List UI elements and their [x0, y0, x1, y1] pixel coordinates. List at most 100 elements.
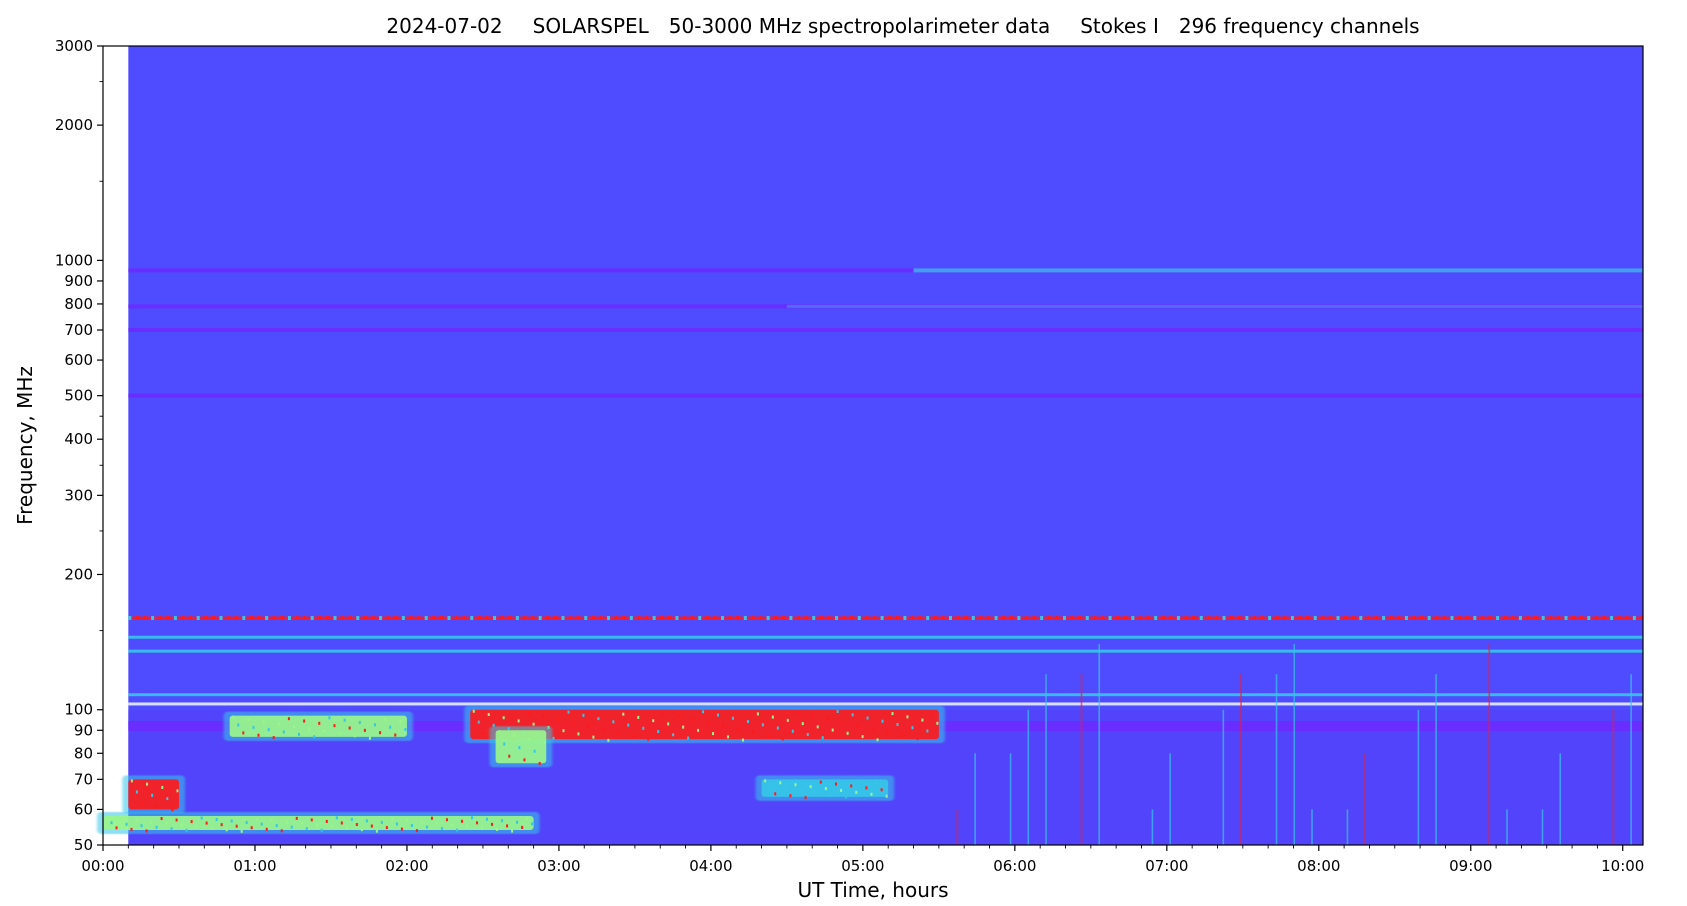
vertical-spike	[1612, 709, 1615, 845]
burst-speckle	[270, 818, 273, 822]
interference-dash	[363, 616, 367, 621]
burst-speckle	[255, 817, 258, 821]
burst-speckle	[135, 790, 138, 794]
burst-speckle	[771, 715, 774, 719]
burst-speckle	[155, 825, 158, 829]
y-tick-label: 3000	[55, 37, 93, 55]
interference-dash	[379, 616, 383, 621]
burst-speckle	[325, 819, 328, 823]
burst-speckle	[543, 741, 546, 745]
interference-dash	[561, 616, 565, 621]
burst-feature	[464, 705, 945, 744]
interference-dash	[1503, 616, 1507, 621]
burst-speckle	[232, 715, 235, 719]
interference-dash	[386, 616, 390, 621]
vertical-spike	[1541, 809, 1544, 845]
burst-speckle	[295, 816, 298, 820]
interference-line	[128, 649, 1643, 653]
interference-dash	[865, 616, 869, 621]
x-tick-label: 07:00	[1145, 857, 1188, 875]
burst-speckle	[642, 726, 645, 730]
burst-speckle	[627, 723, 630, 727]
burst-speckle	[345, 826, 348, 830]
burst-speckle	[672, 733, 675, 737]
burst-feature	[223, 711, 413, 741]
y-tick-label: 800	[64, 295, 93, 313]
burst-speckle	[521, 825, 524, 829]
burst-speckle	[736, 727, 739, 731]
interference-line	[128, 268, 1643, 273]
interference-dash	[1480, 616, 1484, 621]
burst-speckle	[865, 786, 868, 790]
burst-speckle	[702, 710, 705, 714]
burst-speckle	[501, 819, 504, 823]
burst-speckle	[130, 779, 133, 783]
interference-dash	[1123, 616, 1127, 621]
burst-speckle	[303, 719, 306, 723]
interference-dash	[1336, 616, 1340, 621]
interference-dash	[569, 616, 573, 621]
interference-dash	[1306, 616, 1310, 621]
interference-dash	[531, 616, 535, 621]
burst-speckle	[171, 808, 174, 812]
burst-speckle	[774, 792, 777, 796]
burst-speckle	[105, 816, 108, 820]
interference-dash	[1344, 616, 1348, 621]
burst-speckle	[781, 737, 784, 741]
burst-speckle	[277, 722, 280, 726]
interference-dash	[683, 616, 687, 621]
interference-dash	[880, 616, 884, 621]
x-tick-label: 09:00	[1449, 857, 1492, 875]
burst-feature	[489, 726, 553, 768]
y-tick-label: 600	[64, 351, 93, 369]
burst-speckle	[165, 822, 168, 826]
interference-dash	[1032, 616, 1036, 621]
interference-dash	[1214, 616, 1218, 621]
burst-speckle	[801, 722, 804, 726]
interference-dash	[1366, 616, 1370, 621]
burst-speckle	[280, 829, 283, 833]
burst-speckle	[335, 816, 338, 820]
interference-dash	[1047, 616, 1051, 621]
burst-speckle	[926, 729, 929, 733]
interference-dash	[401, 616, 405, 621]
burst-speckle	[125, 822, 128, 826]
interference-dash	[546, 616, 550, 621]
interference-dash	[485, 616, 489, 621]
burst-speckle	[328, 716, 331, 720]
burst-speckle	[435, 821, 438, 825]
burst-speckle	[796, 711, 799, 715]
burst-speckle	[471, 816, 474, 820]
burst-speckle	[786, 718, 789, 722]
burst-speckle	[523, 758, 526, 762]
interference-line	[128, 304, 1643, 309]
burst-core	[103, 816, 534, 830]
interference-dash	[1245, 616, 1249, 621]
interference-dash	[1017, 616, 1021, 621]
burst-speckle	[518, 746, 521, 750]
burst-speckle	[533, 749, 536, 753]
interference-dash	[371, 616, 375, 621]
interference-dash	[1397, 616, 1401, 621]
interference-dash	[1070, 616, 1074, 621]
interference-dash	[591, 616, 595, 621]
interference-dash	[432, 616, 436, 621]
burst-speckle	[355, 823, 358, 827]
interference-dash	[455, 616, 459, 621]
burst-speckle	[602, 727, 605, 731]
interference-dash	[1511, 616, 1515, 621]
burst-speckle	[389, 725, 392, 729]
burst-speckle	[160, 817, 163, 821]
interference-dash	[933, 616, 937, 621]
burst-speckle	[482, 731, 485, 735]
burst-speckle	[350, 817, 353, 821]
interference-dash	[614, 616, 618, 621]
interference-dash	[1184, 616, 1188, 621]
burst-speckle	[831, 728, 834, 732]
burst-speckle	[343, 718, 346, 722]
interference-dash	[538, 616, 542, 621]
interference-dash	[1040, 616, 1044, 621]
burst-speckle	[374, 723, 377, 727]
interference-dash	[599, 616, 603, 621]
